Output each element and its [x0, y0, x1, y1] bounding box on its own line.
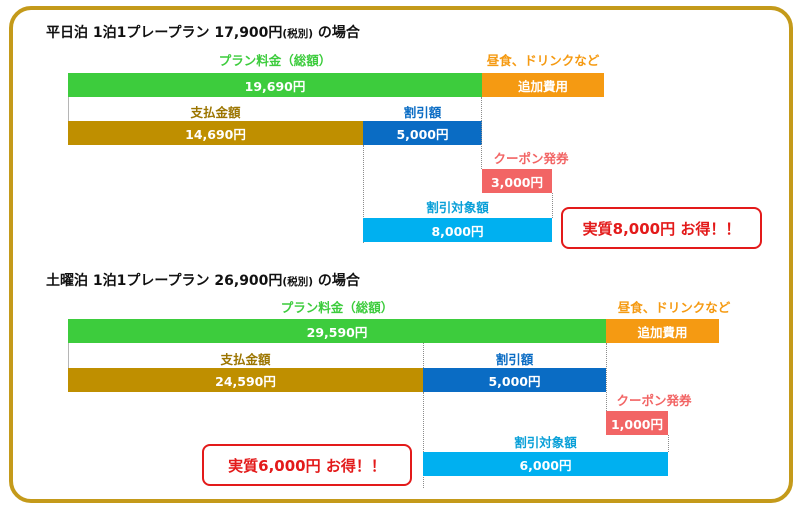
weekend-guide-left: [68, 343, 69, 368]
weekday-extra-bar: 追加費用: [482, 73, 604, 97]
weekday-guide-left: [68, 97, 69, 121]
weekday-total-label: プラン料金（総額）: [218, 53, 332, 68]
weekday-guide-coupon-left: [481, 97, 482, 169]
weekend-savings-callout: 実質6,000円 お得！！: [202, 444, 412, 486]
weekend-target-label: 割引対象額: [514, 435, 577, 450]
weekday-savings-callout: 実質8,000円 お得！！: [561, 207, 762, 249]
weekday-discount-label: 割引額: [403, 105, 442, 120]
weekday-coupon-label: クーポン発券: [493, 151, 569, 166]
weekend-heading-tax: (税別): [282, 276, 314, 288]
weekday-paid-bar: 14,690円: [68, 121, 363, 145]
weekday-paid-label: 支払金額: [190, 105, 241, 120]
weekday-guide-target-left: [363, 145, 364, 243]
weekend-extra-label: 昼食、ドリンクなど: [617, 300, 731, 315]
weekend-paid-label: 支払金額: [220, 352, 271, 367]
weekend-coupon-label: クーポン発券: [616, 393, 692, 408]
weekend-guide-discount-left: [423, 343, 424, 368]
weekend-guide-coupon-left: [606, 343, 607, 411]
weekday-guide-target-right: [552, 193, 553, 218]
weekend-guide-target-right: [668, 435, 669, 452]
weekday-total-bar: 19,690円: [68, 73, 482, 97]
weekday-coupon-bar: 3,000円: [482, 169, 552, 193]
weekday-heading-prefix: 平日泊 1泊1プレープラン 17,900円: [46, 25, 283, 41]
weekend-extra-bar: 追加費用: [606, 319, 719, 343]
weekend-heading: 土曜泊 1泊1プレープラン 26,900円(税別) の場合: [46, 270, 360, 290]
weekend-target-bar: 6,000円: [423, 452, 668, 476]
weekday-heading-tax: (税別): [282, 28, 314, 40]
weekend-heading-prefix: 土曜泊 1泊1プレープラン 26,900円: [46, 273, 283, 289]
weekend-total-bar: 29,590円: [68, 319, 606, 343]
weekend-total-label: プラン料金（総額）: [280, 300, 394, 315]
weekend-guide-target-left: [423, 392, 424, 488]
weekend-discount-bar: 5,000円: [423, 368, 606, 392]
weekday-heading-suffix: の場合: [313, 25, 360, 41]
weekday-target-bar: 8,000円: [363, 218, 552, 242]
weekday-discount-bar: 5,000円: [363, 121, 482, 145]
weekend-paid-bar: 24,590円: [68, 368, 423, 392]
weekday-heading: 平日泊 1泊1プレープラン 17,900円(税別) の場合: [46, 22, 360, 42]
weekend-discount-label: 割引額: [495, 352, 534, 367]
weekday-extra-label: 昼食、ドリンクなど: [486, 53, 600, 68]
weekend-heading-suffix: の場合: [313, 273, 360, 289]
weekend-coupon-bar: 1,000円: [606, 411, 668, 435]
weekday-target-label: 割引対象額: [426, 200, 489, 215]
